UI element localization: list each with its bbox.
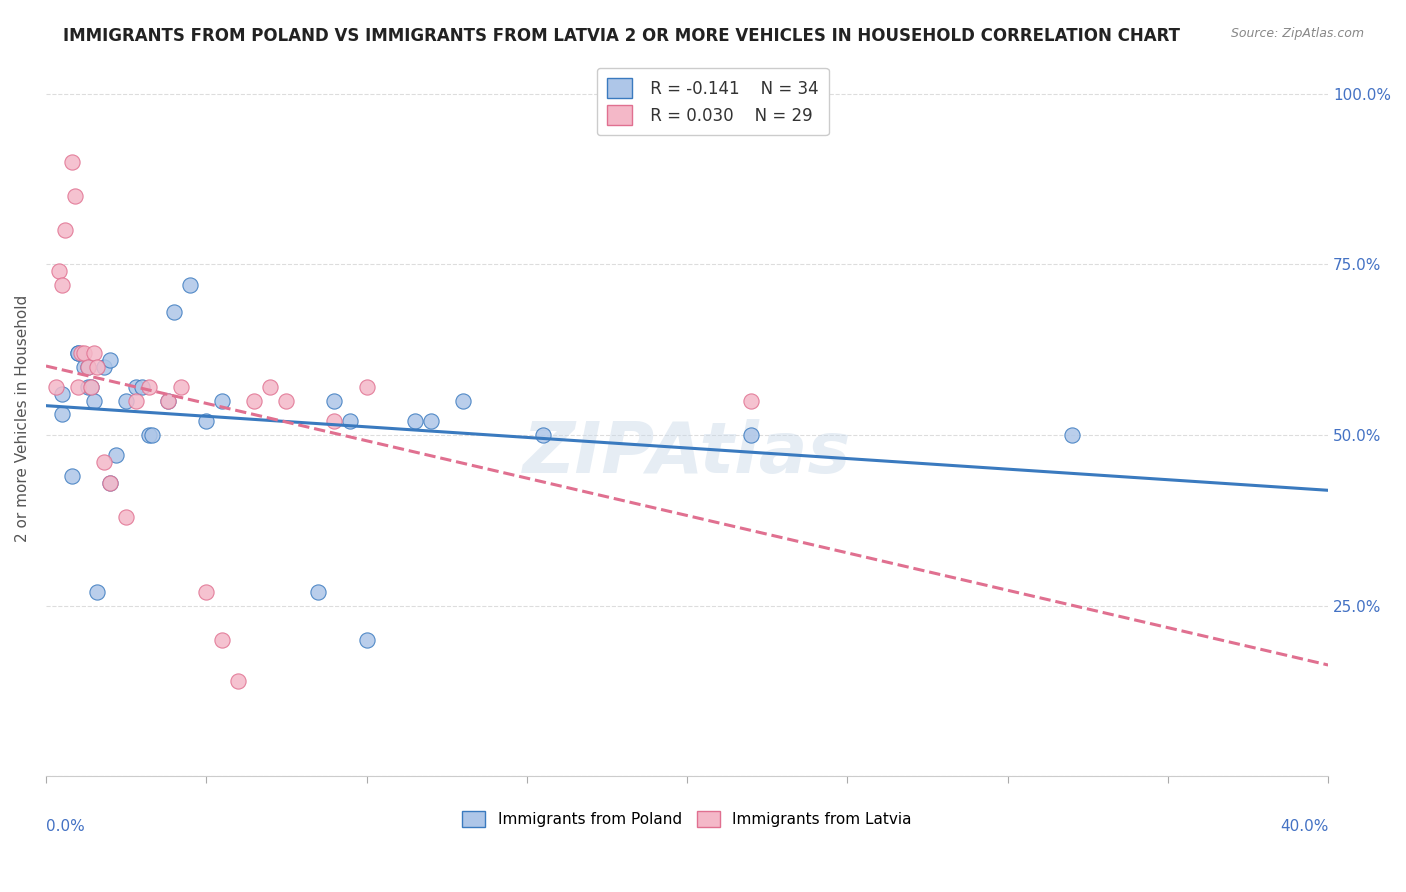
- Point: [323, 393, 346, 408]
- Point: [451, 393, 474, 408]
- Point: [86, 359, 108, 374]
- Point: [404, 414, 426, 428]
- Point: [138, 380, 160, 394]
- Point: [63, 189, 86, 203]
- Point: [98, 352, 121, 367]
- Point: [323, 414, 346, 428]
- Point: [93, 359, 115, 374]
- Point: [156, 393, 179, 408]
- Point: [76, 359, 98, 374]
- Point: [179, 277, 201, 292]
- Text: ZIPAtlas: ZIPAtlas: [523, 419, 851, 488]
- Point: [356, 632, 378, 647]
- Point: [211, 393, 233, 408]
- Point: [243, 393, 266, 408]
- Text: IMMIGRANTS FROM POLAND VS IMMIGRANTS FROM LATVIA 2 OR MORE VEHICLES IN HOUSEHOLD: IMMIGRANTS FROM POLAND VS IMMIGRANTS FRO…: [63, 27, 1180, 45]
- Point: [51, 387, 73, 401]
- Point: [76, 359, 98, 374]
- Point: [60, 155, 83, 169]
- Point: [125, 380, 148, 394]
- Text: Source: ZipAtlas.com: Source: ZipAtlas.com: [1230, 27, 1364, 40]
- Point: [226, 673, 249, 688]
- Point: [195, 585, 218, 599]
- Point: [83, 393, 105, 408]
- Point: [83, 346, 105, 360]
- Point: [80, 380, 103, 394]
- Point: [276, 393, 298, 408]
- Point: [73, 359, 96, 374]
- Point: [93, 455, 115, 469]
- Point: [66, 346, 89, 360]
- Legend: Immigrants from Poland, Immigrants from Latvia: Immigrants from Poland, Immigrants from …: [457, 805, 918, 833]
- Point: [105, 449, 128, 463]
- Point: [60, 469, 83, 483]
- Point: [125, 393, 148, 408]
- Text: 40.0%: 40.0%: [1279, 819, 1329, 834]
- Point: [53, 223, 76, 237]
- Point: [86, 585, 108, 599]
- Point: [339, 414, 361, 428]
- Point: [131, 380, 153, 394]
- Point: [195, 414, 218, 428]
- Point: [66, 346, 89, 360]
- Point: [80, 380, 103, 394]
- Point: [169, 380, 191, 394]
- Text: 0.0%: 0.0%: [46, 819, 84, 834]
- Point: [73, 346, 96, 360]
- Point: [419, 414, 441, 428]
- Point: [45, 380, 67, 394]
- Point: [211, 632, 233, 647]
- Point: [740, 428, 762, 442]
- Point: [163, 305, 186, 319]
- Point: [141, 428, 163, 442]
- Point: [48, 264, 70, 278]
- Point: [138, 428, 160, 442]
- Point: [98, 475, 121, 490]
- Y-axis label: 2 or more Vehicles in Household: 2 or more Vehicles in Household: [15, 294, 30, 541]
- Point: [307, 585, 329, 599]
- Point: [70, 346, 93, 360]
- Point: [51, 408, 73, 422]
- Point: [76, 380, 98, 394]
- Point: [98, 475, 121, 490]
- Point: [1060, 428, 1083, 442]
- Point: [740, 393, 762, 408]
- Point: [156, 393, 179, 408]
- Point: [115, 509, 138, 524]
- Point: [115, 393, 138, 408]
- Point: [66, 380, 89, 394]
- Point: [51, 277, 73, 292]
- Point: [356, 380, 378, 394]
- Point: [531, 428, 554, 442]
- Point: [259, 380, 281, 394]
